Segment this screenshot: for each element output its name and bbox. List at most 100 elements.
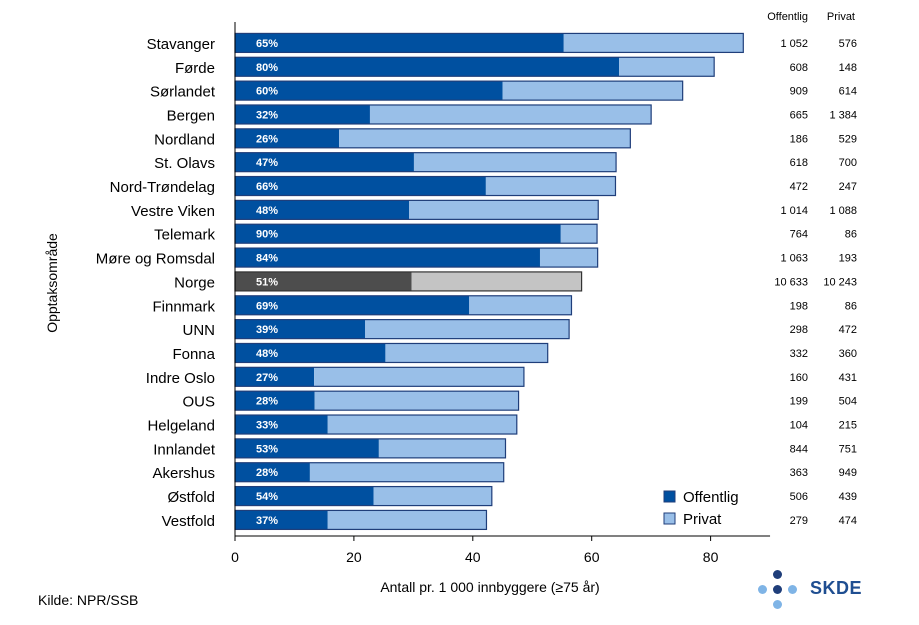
bar-offentlig [235,295,470,315]
bar-privat [560,224,598,244]
bar-offentlig [235,319,366,339]
x-axis-title: Antall pr. 1 000 innbyggere (≥75 år) [380,579,599,595]
bar-privat [411,271,582,291]
percent-label: 90% [256,229,278,241]
source-note: Kilde: NPR/SSB [38,592,139,608]
skde-logo: SKDE [752,568,872,612]
privat-count: 360 [839,348,857,360]
bar-offentlig [235,391,315,411]
offentlig-count: 332 [790,348,808,360]
bar-offentlig [235,271,412,291]
percent-label: 54% [256,491,278,503]
category-label: Norge [174,274,215,291]
bar-privat [413,152,617,172]
logo-text: SKDE [810,578,863,598]
privat-count: 504 [839,396,857,408]
category-label: Telemark [154,227,215,244]
offentlig-count: 472 [790,181,808,193]
category-label: Akershus [152,465,215,482]
legend-label-offentlig: Offentlig [683,489,739,506]
percent-label: 48% [256,348,278,360]
offentlig-count: 608 [790,62,808,74]
offentlig-count: 198 [790,300,808,312]
privat-count: 10 243 [823,276,857,288]
logo-dot [773,600,782,609]
privat-count: 148 [839,62,857,74]
category-label: Vestre Viken [131,203,215,220]
percent-label: 69% [256,300,278,312]
bar-privat [485,176,616,196]
bar-offentlig [235,224,561,244]
percent-label: 80% [256,62,278,74]
offentlig-count: 506 [790,491,808,503]
bar-offentlig [235,128,340,148]
bar-privat [502,81,683,101]
bar-privat [378,438,506,458]
legend-swatch-privat [663,512,676,525]
privat-count: 576 [839,38,857,50]
bar-offentlig [235,415,328,435]
percent-label: 51% [256,276,278,288]
category-label: Indre Oslo [146,370,215,387]
bar-offentlig [235,248,540,268]
privat-count: 431 [839,372,857,384]
x-tick-label: 60 [584,549,600,565]
logo-dot [788,585,797,594]
offentlig-count: 104 [790,420,808,432]
category-label: UNN [183,322,216,339]
percent-label: 65% [256,38,278,50]
privat-count: 215 [839,420,857,432]
bar-offentlig [235,176,486,196]
logo-dot [773,585,782,594]
category-label: Innlandet [153,441,216,458]
bar-offentlig [235,367,315,387]
category-label: Helgeland [147,418,215,435]
percent-label: 66% [256,181,278,193]
offentlig-count: 1 052 [780,38,808,50]
bar-privat [563,33,744,53]
bar-privat [373,486,492,506]
logo-dot [758,585,767,594]
privat-count: 700 [839,157,857,169]
bar-offentlig [235,81,503,101]
x-tick-label: 20 [346,549,362,565]
percent-label: 39% [256,324,278,336]
category-label: Bergen [167,107,215,124]
offentlig-count: 10 633 [774,276,808,288]
offentlig-count: 298 [790,324,808,336]
privat-count: 439 [839,491,857,503]
percent-label: 60% [256,86,278,98]
percent-label: 84% [256,253,278,265]
category-label: Stavanger [147,36,215,53]
bar-privat [314,367,524,387]
percent-label: 37% [256,515,278,527]
category-label: Sørlandet [150,84,216,101]
x-tick-label: 0 [231,549,239,565]
privat-count: 247 [839,181,857,193]
offentlig-count: 279 [790,515,808,527]
offentlig-count: 764 [790,229,808,241]
bar-offentlig [235,57,620,77]
category-label: Fonna [172,346,215,363]
privat-count: 1 088 [829,205,857,217]
privat-count: 529 [839,133,857,145]
offentlig-count: 160 [790,372,808,384]
category-label: Finnmark [152,298,215,315]
logo-dot [773,570,782,579]
bar-privat [385,343,548,363]
bar-privat [469,295,572,315]
bar-offentlig [235,152,414,172]
offentlig-count: 1 014 [780,205,808,217]
privat-count: 193 [839,253,857,265]
percent-label: 32% [256,109,278,121]
bar-privat [409,200,599,220]
category-label: Møre og Romsdal [96,251,215,268]
bar-privat [369,104,652,124]
offentlig-count: 199 [790,396,808,408]
x-tick-label: 80 [703,549,719,565]
bar-privat [327,510,487,530]
x-tick-label: 40 [465,549,481,565]
bar-offentlig [235,200,410,220]
bar-offentlig [235,510,328,530]
